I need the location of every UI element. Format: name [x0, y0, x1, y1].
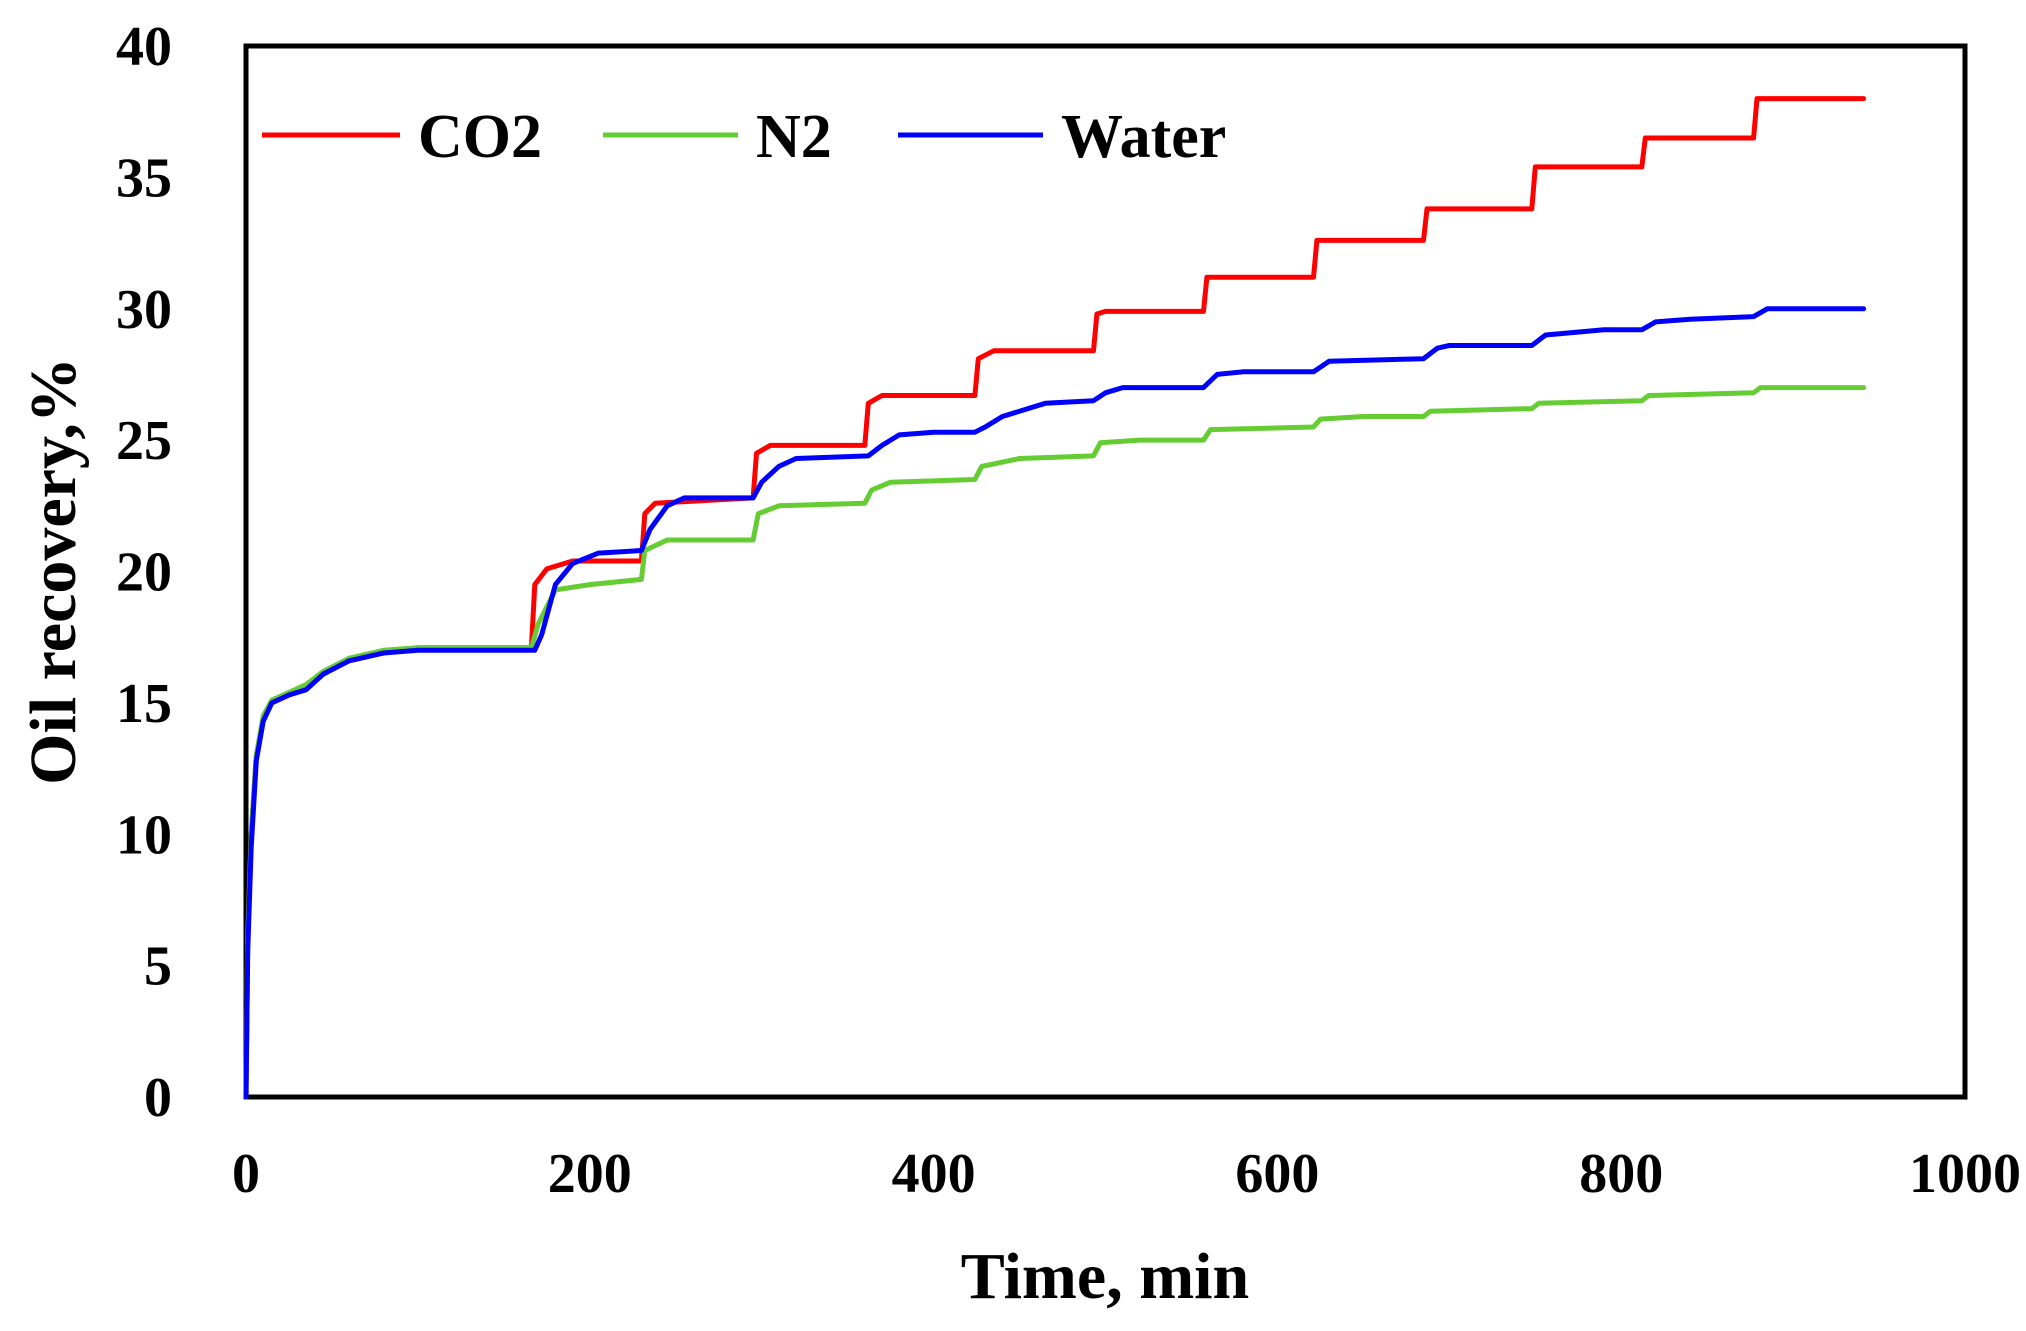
- x-tick-label: 400: [892, 1143, 976, 1205]
- series-line-water: [243, 306, 1867, 1100]
- y-axis-ticks: 0 5 10 15 20 25 30 35 40: [116, 16, 172, 1129]
- x-tick-label: 800: [1579, 1143, 1663, 1205]
- legend-label-co2: CO2: [418, 103, 542, 171]
- y-tick-label: 0: [144, 1067, 172, 1129]
- legend-label-n2: N2: [756, 103, 832, 171]
- y-tick-label: 30: [116, 279, 172, 341]
- legend: CO2 N2 Water: [262, 103, 1226, 171]
- x-tick-label: 0: [232, 1143, 260, 1205]
- legend-label-water: Water: [1061, 103, 1226, 171]
- y-tick-label: 20: [116, 542, 172, 604]
- y-axis-title: Oil recovery,%: [17, 357, 90, 785]
- y-tick-label: 5: [144, 936, 172, 998]
- y-tick-label: 35: [116, 147, 172, 209]
- y-tick-label: 15: [116, 673, 172, 735]
- plot-area: [243, 43, 1968, 1100]
- x-axis-title: Time, min: [961, 1240, 1249, 1313]
- x-axis-ticks: 0 200 400 600 800 1000: [232, 1143, 2021, 1205]
- series-line-n2: [243, 385, 1867, 1100]
- x-tick-label: 600: [1235, 1143, 1319, 1205]
- y-tick-label: 10: [116, 804, 172, 866]
- x-tick-label: 1000: [1909, 1143, 2021, 1205]
- series-layer: [243, 96, 1867, 1100]
- y-tick-label: 40: [116, 16, 172, 78]
- y-tick-label: 25: [116, 410, 172, 472]
- x-tick-label: 200: [548, 1143, 632, 1205]
